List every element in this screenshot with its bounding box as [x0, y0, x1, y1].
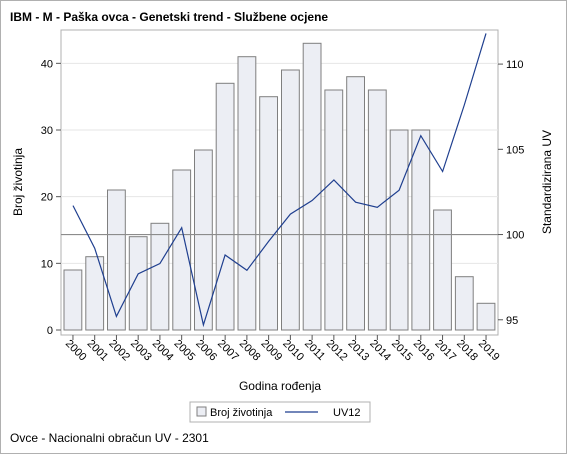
- y2-axis-label: Standardizirana UV: [540, 130, 554, 234]
- x-tick-label: 2016: [411, 338, 437, 364]
- y2-tick-label: 110: [506, 59, 524, 71]
- legend-line-label: UV12: [333, 407, 361, 419]
- x-tick-label: 2001: [85, 338, 111, 364]
- x-tick-label: 2000: [63, 338, 89, 364]
- bar: [107, 189, 126, 331]
- bar: [302, 42, 322, 331]
- x-tick-label: 2017: [432, 338, 458, 364]
- x-axis-label: Godina rođenja: [239, 379, 321, 393]
- y-tick-label: 20: [41, 192, 53, 204]
- x-tick-label: 2010: [280, 338, 306, 364]
- x-tick-label: 2008: [237, 338, 263, 364]
- bar: [85, 256, 105, 331]
- x-tick-label: 2018: [454, 338, 480, 364]
- plot-area: [60, 29, 499, 336]
- bar: [128, 236, 148, 331]
- bars-layer: [63, 42, 496, 331]
- bar: [194, 149, 213, 331]
- bar: [433, 209, 452, 331]
- footnote: Ovce - Nacionalni obračun UV - 2301: [10, 431, 209, 445]
- bar: [346, 76, 366, 331]
- bar: [215, 82, 235, 331]
- bar: [259, 96, 279, 331]
- y-tick-label: 10: [41, 258, 53, 270]
- y-tick-label: 40: [41, 58, 53, 70]
- x-tick-label: 2012: [324, 338, 350, 364]
- bar: [411, 129, 431, 331]
- uv12-line: [72, 33, 487, 328]
- bar: [281, 69, 300, 331]
- bar: [150, 222, 170, 331]
- x-tick-label: 2006: [193, 338, 219, 364]
- x-tick-label: 2015: [389, 338, 415, 364]
- legend-bar-swatch: [196, 406, 207, 417]
- line-layer: [72, 33, 487, 328]
- x-tick-label: 2009: [259, 338, 285, 364]
- bar: [389, 129, 409, 331]
- bar: [367, 89, 387, 331]
- bar: [172, 169, 192, 331]
- y2-tick-label: 95: [506, 315, 518, 327]
- x-tick-label: 2007: [215, 338, 241, 364]
- y-axis-label: Broj životinja: [11, 148, 25, 216]
- bar: [237, 56, 257, 331]
- y2-tick-label: 100: [506, 230, 524, 242]
- x-tick-label: 2003: [128, 338, 154, 364]
- bar: [324, 89, 344, 331]
- chart-title: IBM - M - Paška ovca - Genetski trend - …: [10, 10, 329, 24]
- y2-tick-label: 105: [506, 144, 524, 156]
- x-tick-label: 2002: [106, 338, 132, 364]
- x-tick-label: 2013: [345, 338, 371, 364]
- x-tick-label: 2019: [476, 338, 502, 364]
- axes-layer: 0 10 20 30 40 95 100 105 110 20002001200220032004…: [41, 58, 525, 363]
- x-tick-label: 2005: [172, 338, 198, 364]
- bar: [476, 302, 496, 331]
- legend-bar-label: Broj životinja: [210, 407, 273, 419]
- bar: [63, 269, 83, 331]
- x-tick-label: 2004: [150, 338, 176, 364]
- legend-box: [189, 401, 371, 423]
- y-tick-label: 0: [47, 325, 53, 337]
- y-tick-label: 30: [41, 125, 53, 137]
- legend: Broj životinja UV12: [189, 401, 371, 423]
- x-tick-label: 2014: [367, 338, 393, 364]
- bar: [454, 276, 474, 331]
- x-tick-label: 2011: [302, 338, 327, 363]
